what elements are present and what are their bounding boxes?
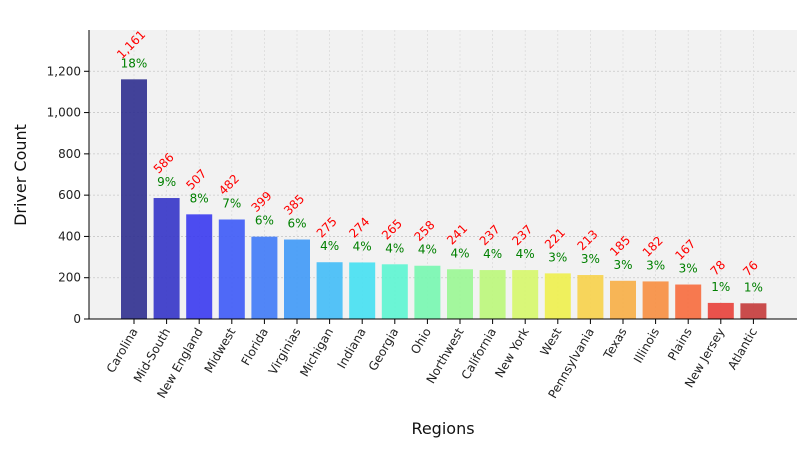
x-tick-label: Carolina: [104, 326, 141, 376]
x-tick-label: West: [538, 325, 565, 358]
bar: [414, 265, 441, 319]
bar: [675, 284, 702, 319]
percent-label: 4%: [418, 243, 437, 257]
bar: [707, 302, 734, 319]
x-tick-label: Georgia: [366, 326, 402, 374]
y-tick-label: 200: [58, 271, 81, 285]
bar: [610, 280, 636, 319]
percent-label: 3%: [548, 250, 567, 264]
x-axis-title: Regions: [411, 419, 474, 438]
x-tick-label: Michigan: [297, 326, 336, 380]
y-tick-label: 0: [73, 312, 81, 326]
x-tick-label: Atlantic: [725, 326, 760, 373]
bar: [544, 273, 571, 319]
x-tick-label: Texas: [600, 326, 629, 363]
y-tick-label: 1,200: [47, 64, 81, 78]
bar: [512, 270, 539, 319]
x-tick-label: Plains: [665, 326, 695, 363]
percent-label: 6%: [255, 214, 274, 228]
percent-label: 9%: [157, 175, 176, 189]
bar: [316, 262, 343, 319]
y-tick-label: 800: [58, 147, 81, 161]
bar: [284, 239, 310, 319]
bar: [479, 270, 506, 319]
bar: [740, 303, 767, 319]
percent-label: 6%: [287, 217, 306, 231]
y-tick-label: 600: [58, 188, 81, 202]
percent-label: 1%: [711, 280, 730, 294]
x-tick-label: Midwest: [202, 325, 239, 375]
bar: [218, 219, 245, 319]
bars-group: [121, 79, 767, 319]
percent-label: 8%: [190, 191, 209, 205]
bar: [577, 275, 604, 319]
bar: [153, 198, 180, 319]
x-tick-label: Florida: [238, 326, 271, 368]
percent-label: 4%: [516, 247, 535, 261]
percent-label: 1%: [744, 280, 763, 294]
bar: [381, 264, 408, 319]
percent-label: 4%: [483, 247, 502, 261]
y-tick-label: 400: [58, 229, 81, 243]
percent-label: 3%: [613, 258, 632, 272]
percent-label: 3%: [679, 262, 698, 276]
percent-label: 4%: [320, 239, 339, 253]
bar: [447, 269, 473, 319]
percent-label: 4%: [385, 241, 404, 255]
percent-label: 3%: [646, 258, 665, 272]
y-ticks-group: 0 200 400 600 800 1,000 1,200: [47, 64, 89, 326]
bar: [349, 262, 376, 319]
y-tick-label: 1,000: [47, 106, 81, 120]
percent-label: 7%: [222, 197, 241, 211]
bar: [121, 79, 147, 319]
y-axis-title: Driver Count: [11, 124, 30, 226]
x-tick-label: Illinois: [631, 326, 662, 366]
bar: [642, 281, 669, 319]
percent-label: 18%: [121, 56, 148, 70]
x-tick-label: Ohio: [408, 326, 434, 357]
x-tick-label: Indiana: [334, 326, 368, 371]
bar: [251, 236, 278, 319]
percent-label: 3%: [581, 252, 600, 266]
bar: [186, 214, 213, 319]
percent-label: 4%: [353, 239, 372, 253]
percent-label: 4%: [450, 246, 469, 260]
